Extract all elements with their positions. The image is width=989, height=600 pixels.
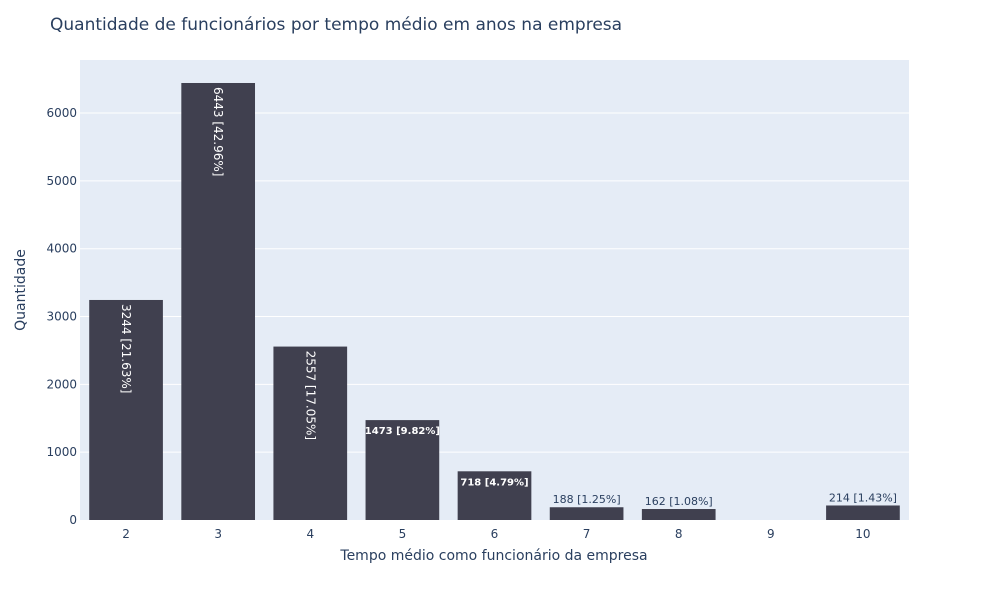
x-tick-label: 10 xyxy=(855,527,870,541)
x-tick-label: 6 xyxy=(491,527,499,541)
bar xyxy=(641,509,716,520)
chart-title: Quantidade de funcionários por tempo méd… xyxy=(50,15,622,35)
x-tick-labels: 2 3 4 5 6 7 8 9 10 xyxy=(122,527,870,541)
bar-data-label: 2557 [17.05%] xyxy=(303,351,317,440)
x-tick-label: 2 xyxy=(122,527,130,541)
x-axis-title: Tempo médio como funcionário da empresa xyxy=(339,548,647,564)
x-tick-label: 4 xyxy=(306,527,314,541)
data-labels: 3244 [21.63%] 6443 [42.96%] 2557 [17.05%] 1… xyxy=(119,87,897,508)
y-axis-title: Quantidade xyxy=(13,249,29,331)
bar-data-label: 1473 [9.82%] xyxy=(365,426,440,437)
y-tick-labels: 0 1000 2000 3000 4000 5000 6000 xyxy=(46,106,77,527)
y-tick-label: 5000 xyxy=(46,174,77,188)
y-tick-label: 1000 xyxy=(46,445,77,459)
x-tick-label: 7 xyxy=(583,527,591,541)
x-tick-label: 5 xyxy=(399,527,407,541)
x-tick-label: 3 xyxy=(214,527,222,541)
bar xyxy=(89,299,163,520)
bar xyxy=(365,420,440,520)
bar xyxy=(826,505,900,520)
y-tick-label: 2000 xyxy=(46,377,77,391)
bar-data-label: 3244 [21.63%] xyxy=(119,304,133,393)
y-tick-label: 3000 xyxy=(46,310,77,324)
bars-group xyxy=(89,82,900,520)
bar-data-label: 188 [1.25%] xyxy=(553,493,621,506)
y-tick-label: 0 xyxy=(69,513,77,527)
bar-data-label: 162 [1.08%] xyxy=(645,495,713,508)
x-tick-label: 8 xyxy=(675,527,683,541)
bar xyxy=(549,507,624,520)
y-tick-label: 4000 xyxy=(46,242,77,256)
x-tick-label: 9 xyxy=(767,527,775,541)
bar xyxy=(273,346,348,520)
bar-data-label: 214 [1.43%] xyxy=(829,491,897,504)
bar-data-label: 718 [4.79%] xyxy=(460,477,528,488)
bar-data-label: 6443 [42.96%] xyxy=(211,87,225,176)
bar xyxy=(457,471,532,520)
bar xyxy=(181,82,256,520)
y-tick-label: 6000 xyxy=(46,106,77,120)
